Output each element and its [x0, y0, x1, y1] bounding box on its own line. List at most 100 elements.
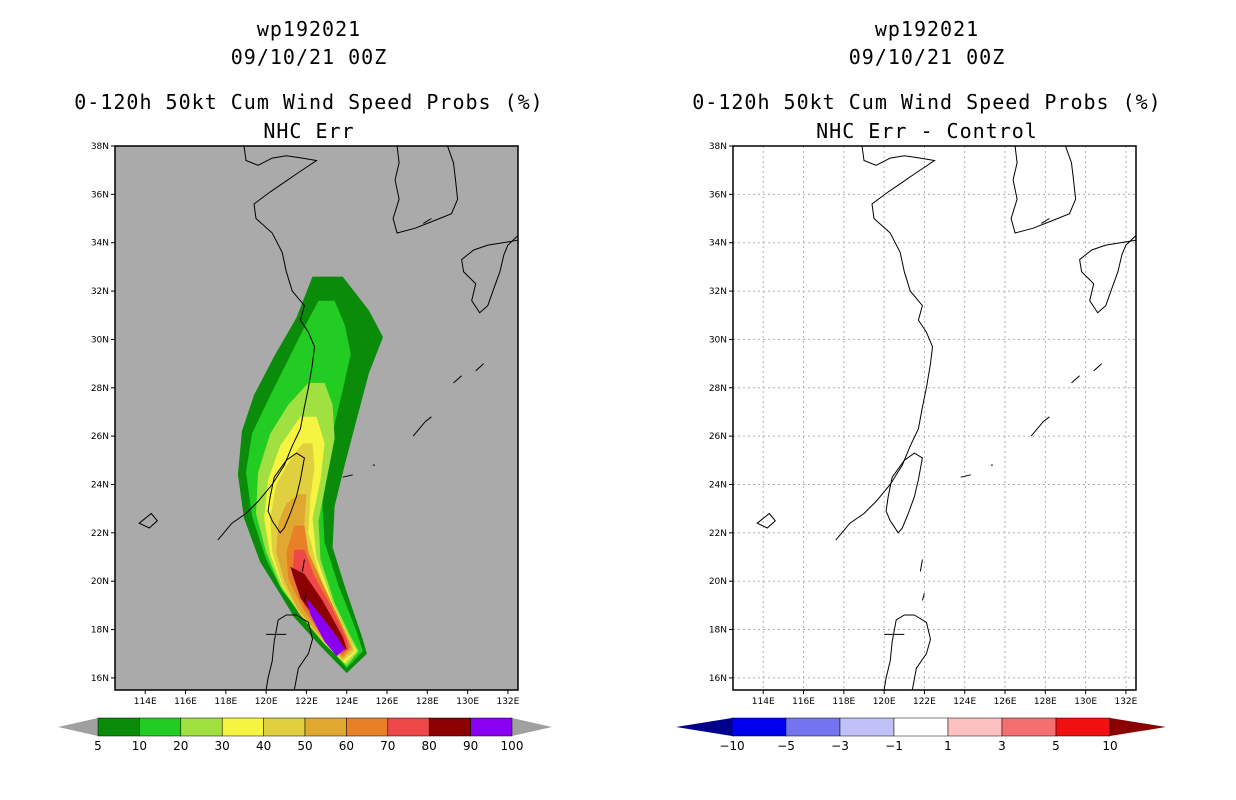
x-tick-label: 122E: [295, 697, 318, 707]
y-tick-label: 30N: [709, 335, 727, 345]
colorbar-label: −1: [885, 739, 903, 753]
x-tick-label: 124E: [335, 697, 358, 707]
gridlines: [733, 146, 1136, 690]
coastline-hong-kong: [138, 512, 158, 529]
x-tick-label: 120E: [255, 697, 278, 707]
coastline-korea: [392, 146, 459, 234]
y-tick-label: 22N: [709, 529, 727, 539]
y-tick-label: 34N: [709, 239, 727, 249]
date-label: 09/10/21 00Z: [848, 45, 1006, 69]
y-tick-label: 36N: [91, 190, 109, 200]
x-tick-label: 132E: [1114, 697, 1137, 707]
x-tick-label: 122E: [913, 697, 936, 707]
colorbar-segment: [470, 717, 513, 737]
y-tick-label: 38N: [91, 142, 109, 152]
x-tick-label: 128E: [416, 697, 439, 707]
colorbar-extend-high: [512, 718, 552, 736]
colorbar-label: 10: [1102, 739, 1117, 753]
x-tick-label: 118E: [832, 697, 855, 707]
colorbar-segment: [893, 717, 949, 737]
colorbar: −10 −5 −3 −1 1 3 5 10: [676, 717, 1166, 753]
colorbar-label: 5: [94, 739, 102, 753]
coastline-island: [423, 218, 432, 224]
colorbar-label: 90: [463, 739, 478, 753]
colorbar-segment: [785, 717, 841, 737]
colorbar-label: 10: [132, 739, 147, 753]
chart-title: 0-120h 50kt Cum Wind Speed Probs (%): [692, 90, 1162, 114]
coastline-island: [1071, 375, 1080, 384]
y-tick-label: 34N: [91, 239, 109, 249]
chart-title: 0-120h 50kt Cum Wind Speed Probs (%): [74, 90, 544, 114]
colorbar-segment: [387, 717, 430, 737]
coastline-taiwan: [267, 452, 305, 534]
colorbar-segment: [1001, 717, 1057, 737]
coastline-island: [453, 375, 462, 384]
coastline-luzon: [883, 614, 932, 690]
x-tick-label: 124E: [953, 697, 976, 707]
contour-band-80: [290, 566, 347, 652]
left-chart-panel: wp192021 09/10/21 00Z 0-120h 50kt Cum Wi…: [58, 17, 552, 753]
colorbar-segment: [731, 717, 787, 737]
y-tick-label: 32N: [91, 287, 109, 297]
colorbar-label: 100: [501, 739, 524, 753]
map-frame: [732, 145, 1137, 691]
colorbar-label: −5: [777, 739, 795, 753]
contour-band-90: [306, 598, 345, 657]
colorbar-segment: [346, 717, 389, 737]
x-tick-label: 116E: [174, 697, 197, 707]
colorbar-label: 3: [998, 739, 1006, 753]
x-tick-label: 126E: [376, 697, 399, 707]
y-tick-label: 18N: [91, 626, 109, 636]
colorbar-label: 80: [422, 739, 437, 753]
contour-band-40: [270, 443, 355, 661]
storm-id-label: wp192021: [256, 17, 362, 41]
x-tick-label: 132E: [496, 697, 519, 707]
y-tick-label: 32N: [709, 287, 727, 297]
coastline-china: [217, 146, 318, 541]
chart-subtitle: NHC Err - Control: [816, 119, 1038, 143]
y-tick-label: 22N: [91, 529, 109, 539]
colorbar-label: 50: [297, 739, 312, 753]
colorbar-label: 1: [944, 739, 952, 753]
y-tick-label: 16N: [709, 674, 727, 684]
y-tick-label: 20N: [91, 577, 109, 587]
coastline-korea: [1010, 146, 1077, 234]
colorbar-label: 20: [173, 739, 188, 753]
coastline-island: [919, 559, 923, 572]
colorbar-label: 70: [380, 739, 395, 753]
map-content: [733, 146, 1136, 690]
x-tick-label: 118E: [214, 697, 237, 707]
colorbar-segment: [839, 717, 895, 737]
colorbar-label: 5: [1052, 739, 1060, 753]
coastline-japan: [461, 235, 518, 314]
x-tick-label: 114E: [134, 697, 157, 707]
coastline-island: [303, 593, 307, 601]
colorbar-label: 60: [339, 739, 354, 753]
colorbar-segment: [947, 717, 1003, 737]
colorbar-label: −3: [831, 739, 849, 753]
x-tick-label: 116E: [792, 697, 815, 707]
x-tick-label: 128E: [1034, 697, 1057, 707]
date-label: 09/10/21 00Z: [230, 45, 388, 69]
colorbar-extend-high: [1110, 718, 1166, 736]
coastline-island: [960, 474, 971, 478]
y-tick-label: 24N: [709, 480, 727, 490]
coastline-taiwan: [885, 452, 923, 534]
probability-contours: [237, 276, 383, 674]
coastline-island: [301, 559, 305, 572]
map-background: [733, 146, 1136, 690]
coastline-island: [921, 593, 925, 601]
x-tick-label: 120E: [873, 697, 896, 707]
colorbar-segment: [304, 717, 347, 737]
y-tick-label: 28N: [709, 384, 727, 394]
x-tick-label: 114E: [752, 697, 775, 707]
coastline-island: [1093, 363, 1103, 372]
map-frame: [114, 145, 519, 691]
colorbar-segment: [180, 717, 223, 737]
coastline-island: [412, 416, 432, 437]
right-chart-panel: wp192021 09/10/21 00Z 0-120h 50kt Cum Wi…: [618, 0, 1236, 800]
y-tick-label: 18N: [709, 626, 727, 636]
coastline-japan: [1079, 235, 1136, 314]
chart-subtitle: NHC Err: [263, 119, 355, 143]
colorbar-label: −10: [719, 739, 744, 753]
